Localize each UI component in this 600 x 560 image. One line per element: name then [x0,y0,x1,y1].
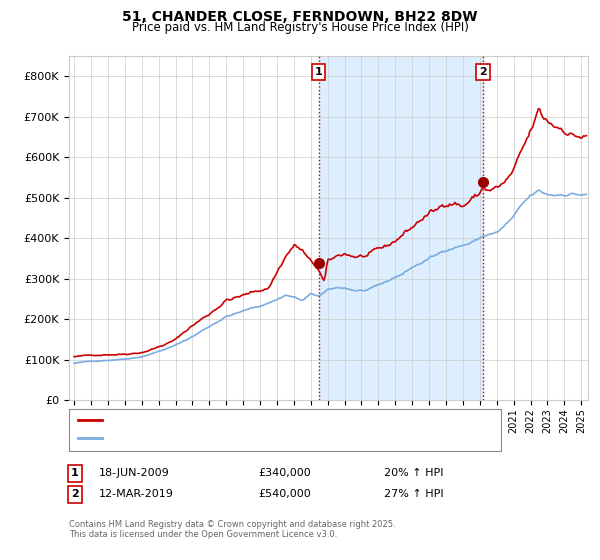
Text: Price paid vs. HM Land Registry's House Price Index (HPI): Price paid vs. HM Land Registry's House … [131,21,469,34]
Bar [319,56,483,400]
Text: £340,000: £340,000 [258,468,311,478]
Text: 1: 1 [314,67,322,77]
Text: 1: 1 [71,468,79,478]
Text: 12-MAR-2019: 12-MAR-2019 [99,489,174,500]
Text: 51, CHANDER CLOSE, FERNDOWN, BH22 8DW: 51, CHANDER CLOSE, FERNDOWN, BH22 8DW [122,10,478,24]
Text: 2: 2 [479,67,487,77]
Text: 27% ↑ HPI: 27% ↑ HPI [384,489,443,500]
Text: 2: 2 [71,489,79,500]
Text: HPI: Average price, detached house, Dorset: HPI: Average price, detached house, Dors… [108,433,335,444]
Text: Contains HM Land Registry data © Crown copyright and database right 2025.
This d: Contains HM Land Registry data © Crown c… [69,520,395,539]
Text: 51, CHANDER CLOSE, FERNDOWN, BH22 8DW (detached house): 51, CHANDER CLOSE, FERNDOWN, BH22 8DW (d… [108,415,443,425]
Text: £540,000: £540,000 [258,489,311,500]
Text: 18-JUN-2009: 18-JUN-2009 [99,468,170,478]
Text: 20% ↑ HPI: 20% ↑ HPI [384,468,443,478]
